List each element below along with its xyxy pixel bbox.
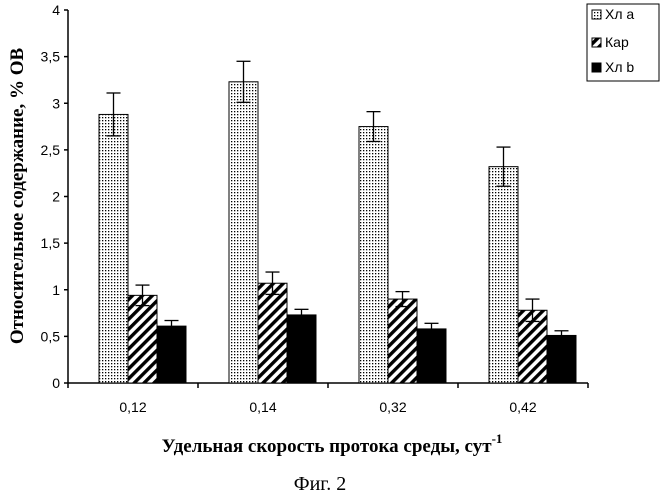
legend-label-1: Кар bbox=[605, 34, 629, 50]
legend-swatch-0 bbox=[592, 10, 601, 19]
legend-label-0: Хл a bbox=[605, 6, 634, 22]
plot-area: 0 0,5 1 1,5 2 2,5 3 3,5 4 0,12 0,14 0,32 0,42 bbox=[41, 2, 588, 415]
bar-solid-0,14 bbox=[287, 315, 316, 383]
y-tick-label: 1 bbox=[52, 282, 60, 298]
y-tick-label: 0,5 bbox=[41, 328, 61, 344]
bar-hatch-0,32 bbox=[388, 299, 417, 383]
x-tick-label: 0,42 bbox=[509, 399, 536, 415]
y-tick-label: 4 bbox=[52, 2, 60, 18]
y-tick-label: 1,5 bbox=[41, 235, 61, 251]
x-tick-label: 0,14 bbox=[249, 399, 276, 415]
y-ticks: 0 0,5 1 1,5 2 2,5 3 3,5 4 bbox=[41, 2, 68, 391]
bar-solid-0,12 bbox=[157, 326, 186, 383]
y-tick-label: 3,5 bbox=[41, 49, 61, 65]
figure-caption: Фиг. 2 bbox=[294, 473, 346, 495]
x-axis-title-text: Удельная скорость протока среды, сут bbox=[162, 436, 493, 457]
bar-dots-0,32 bbox=[359, 127, 388, 383]
legend-swatch-2 bbox=[592, 63, 601, 72]
bar-solid-0,42 bbox=[547, 335, 576, 383]
y-tick-label: 0 bbox=[52, 375, 60, 391]
bar-dots-0,42 bbox=[489, 167, 518, 383]
bars bbox=[99, 82, 576, 383]
bar-hatch-0,12 bbox=[128, 295, 157, 383]
legend-swatch-1 bbox=[592, 38, 601, 47]
bar-dots-0,12 bbox=[99, 114, 128, 383]
x-ticks: 0,12 0,14 0,32 0,42 bbox=[68, 383, 588, 415]
legend: Хл a Кар Хл b bbox=[587, 4, 659, 81]
x-tick-label: 0,32 bbox=[379, 399, 406, 415]
bar-dots-0,14 bbox=[229, 82, 258, 383]
x-tick-label: 0,12 bbox=[119, 399, 146, 415]
bar-solid-0,32 bbox=[417, 329, 446, 383]
x-axis-title-superscript: -1 bbox=[492, 431, 503, 446]
bar-hatch-0,14 bbox=[258, 283, 287, 383]
y-tick-label: 2,5 bbox=[41, 142, 61, 158]
x-axis-title: Удельная скорость протока среды, сут-1 bbox=[162, 431, 503, 457]
y-tick-label: 3 bbox=[52, 95, 60, 111]
y-axis-title: Относительное содержание, % ОВ bbox=[7, 48, 28, 345]
y-tick-label: 2 bbox=[52, 189, 60, 205]
legend-label-2: Хл b bbox=[605, 59, 634, 75]
